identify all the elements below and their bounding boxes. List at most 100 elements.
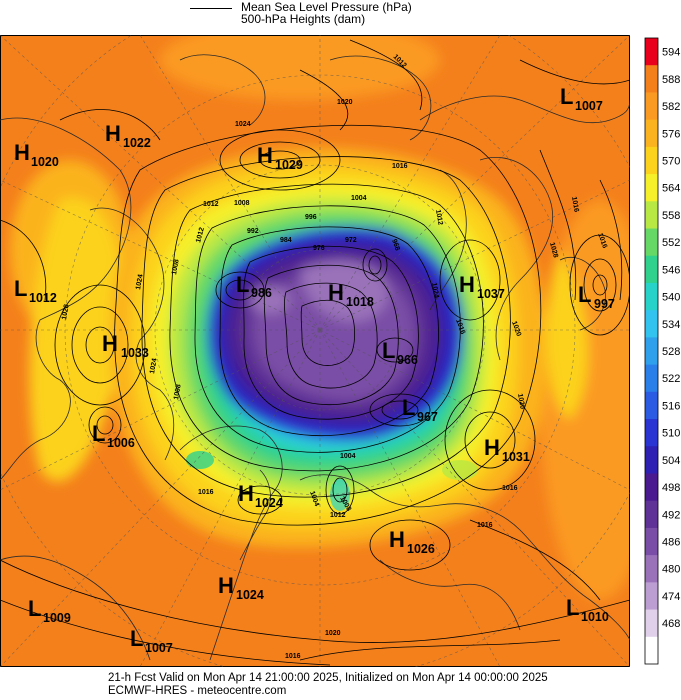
colorbar-swatch — [645, 419, 658, 447]
svg-text:1010: 1010 — [581, 610, 609, 624]
low-center-marker: L 1009 — [28, 596, 71, 625]
colorbar-tick-label: 534 — [662, 319, 680, 331]
footer-source: ECMWF-HRES - meteocentre.com — [108, 685, 287, 697]
svg-text:1022: 1022 — [123, 136, 151, 150]
map-frame — [0, 35, 630, 667]
colorbar-swatch — [645, 555, 658, 583]
colorbar-swatch — [645, 609, 658, 638]
svg-text:1006: 1006 — [107, 436, 135, 450]
svg-text:L: L — [560, 84, 573, 109]
svg-text:H: H — [459, 272, 475, 297]
colorbar-swatch — [645, 38, 658, 66]
height-field — [0, 35, 630, 667]
contour-label: 984 — [280, 237, 292, 244]
contour-label: 1020 — [337, 99, 353, 106]
colorbar-swatch — [645, 146, 658, 175]
contour-label: 1020 — [516, 393, 526, 410]
contour-label: 1016 — [285, 653, 301, 660]
colorbar-tick-label: 582 — [662, 101, 680, 113]
contour-label: 1028 — [61, 304, 71, 321]
contour-label: 968 — [390, 238, 401, 251]
pressure-centers: H 1020 H 1022 H 1029 L 1007 L 1012 H 1033 L 100… — [14, 84, 615, 655]
svg-text:H: H — [105, 121, 121, 146]
colorbar-tick-label: 558 — [662, 210, 680, 222]
colorbar-swatch — [645, 473, 658, 502]
colorbar-tick-label: 528 — [662, 346, 680, 358]
svg-text:1029: 1029 — [275, 158, 303, 172]
contour-label: 1016 — [477, 522, 493, 529]
colorbar-swatch — [645, 174, 658, 202]
colorbar-tick-label: 468 — [662, 618, 680, 630]
low-center-marker: L 966 — [382, 338, 418, 367]
contour-label: 1004 — [340, 453, 356, 460]
colorbar-swatch — [645, 500, 658, 529]
svg-text:L: L — [566, 595, 579, 620]
svg-text:H: H — [389, 527, 405, 552]
colorbar-tick-label: 576 — [662, 128, 680, 140]
contour-label: 1008 — [173, 384, 183, 401]
coastlines — [0, 54, 630, 661]
title-mslp: Mean Sea Level Pressure (hPa) — [241, 0, 412, 14]
contour-label: 1012 — [195, 227, 206, 244]
colorbar-tick-label: 594 — [662, 47, 680, 59]
contour-label: 1016 — [198, 489, 214, 496]
high-center-marker: H 1031 — [484, 435, 530, 464]
contour-label: 972 — [345, 237, 357, 244]
svg-text:L: L — [14, 276, 27, 301]
colorbar-tick-label: 510 — [662, 428, 680, 440]
colorbar-swatch — [645, 119, 658, 148]
svg-text:H: H — [257, 143, 273, 168]
svg-text:1012: 1012 — [29, 291, 57, 305]
svg-text:L: L — [382, 338, 395, 363]
contour-label: 1016 — [502, 485, 518, 492]
contour-label: 1016 — [570, 196, 580, 213]
contour-label: 992 — [247, 228, 259, 235]
contour-label: 1020 — [510, 320, 522, 337]
high-center-marker: H 1024 — [218, 573, 264, 602]
colorbar-swatch — [645, 228, 658, 257]
contour-label: 1028 — [548, 242, 559, 259]
low-center-marker: L 1010 — [566, 595, 609, 624]
colorbar-tick-label: 564 — [662, 183, 680, 195]
colorbar-swatch — [645, 527, 658, 556]
high-center-marker: H 1029 — [257, 143, 303, 172]
svg-text:986: 986 — [251, 286, 272, 300]
colorbar-tick-label: 486 — [662, 537, 680, 549]
colorbar-tick-label: 474 — [662, 591, 680, 603]
contour-label: 1016 — [596, 232, 608, 249]
svg-text:H: H — [218, 573, 234, 598]
contour-label: 1008 — [171, 259, 181, 276]
colorbar-swatch — [645, 255, 658, 284]
colorbar-tick-label: 570 — [662, 155, 680, 167]
svg-text:H: H — [328, 280, 344, 305]
colorbar-swatch — [645, 282, 658, 311]
contour-label: 1024 — [135, 274, 145, 291]
colorbar-tick-label: 516 — [662, 400, 680, 412]
colorbar-swatch — [645, 636, 658, 665]
low-center-marker: L 986 — [236, 272, 272, 300]
svg-text:L: L — [92, 421, 105, 446]
high-center-marker: H 1026 — [389, 527, 435, 556]
svg-text:1024: 1024 — [255, 496, 283, 510]
high-center-marker: H 1024 — [238, 481, 283, 510]
colorbar-swatch — [645, 310, 658, 338]
colorbar-swatch — [645, 201, 658, 229]
svg-text:L: L — [578, 282, 591, 307]
colorbar-tick-label: 480 — [662, 564, 680, 576]
colorbar-swatch — [645, 391, 658, 420]
svg-text:H: H — [14, 140, 30, 165]
contour-label: 1024 — [235, 121, 251, 128]
colorbar-tick-label: 588 — [662, 74, 680, 86]
title-500hpa: 500-hPa Heights (dam) — [241, 12, 366, 26]
high-center-marker: H 1018 — [328, 280, 374, 309]
colorbar-swatch — [645, 364, 658, 393]
low-center-marker: L 1007 — [560, 84, 603, 113]
svg-text:L: L — [28, 596, 41, 621]
high-center-marker: H 1033 — [102, 331, 149, 360]
svg-text:L: L — [236, 272, 249, 297]
svg-text:H: H — [102, 331, 118, 356]
svg-text:1031: 1031 — [502, 450, 530, 464]
colorbar-tick-label: 492 — [662, 509, 680, 521]
